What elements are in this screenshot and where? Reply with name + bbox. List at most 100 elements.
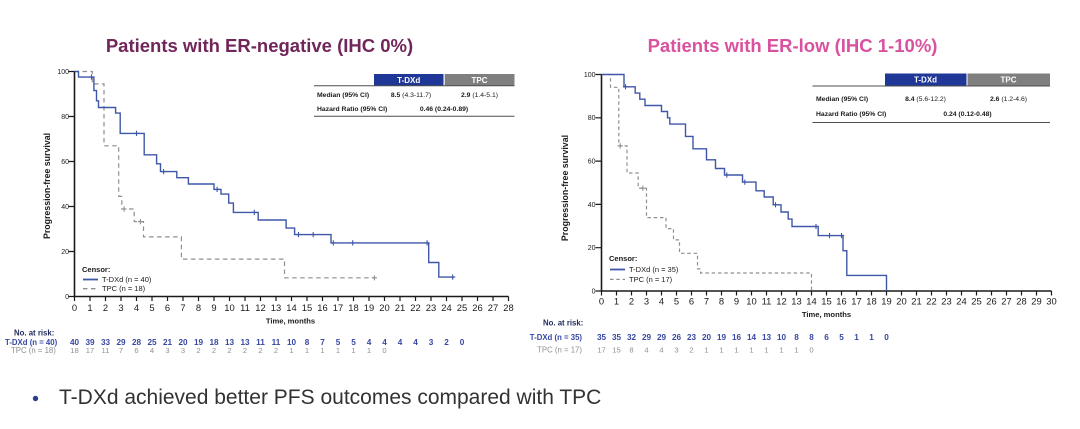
svg-text:19: 19 xyxy=(194,338,204,347)
svg-text:22: 22 xyxy=(926,296,936,307)
svg-text:1: 1 xyxy=(320,346,324,355)
svg-text:80: 80 xyxy=(588,115,596,122)
svg-text:4: 4 xyxy=(398,338,403,347)
svg-text:6: 6 xyxy=(689,296,694,307)
svg-text:6: 6 xyxy=(134,346,138,355)
svg-text:TPC: TPC xyxy=(1001,76,1017,85)
svg-text:12: 12 xyxy=(776,296,786,307)
svg-text:2: 2 xyxy=(212,346,216,355)
svg-text:11: 11 xyxy=(762,296,772,307)
svg-text:2: 2 xyxy=(227,346,231,355)
svg-text:3: 3 xyxy=(118,302,123,313)
svg-text:No. at risk:: No. at risk: xyxy=(543,319,583,328)
svg-text:3: 3 xyxy=(674,346,678,355)
svg-text:1: 1 xyxy=(779,346,783,355)
svg-text:20: 20 xyxy=(702,333,712,342)
svg-text:8: 8 xyxy=(305,338,310,347)
svg-text:23: 23 xyxy=(426,302,436,313)
svg-text:Patients with ER-negative (IHC: Patients with ER-negative (IHC 0%) xyxy=(106,35,413,56)
svg-text:Median (95% CI): Median (95% CI) xyxy=(816,96,868,103)
svg-text:8.5 (4.3-11.7): 8.5 (4.3-11.7) xyxy=(391,92,431,99)
svg-text:7: 7 xyxy=(119,346,123,355)
svg-text:20: 20 xyxy=(61,249,69,256)
svg-text:7: 7 xyxy=(180,302,185,313)
svg-text:26: 26 xyxy=(472,302,482,313)
svg-text:23: 23 xyxy=(687,333,697,342)
svg-text:29: 29 xyxy=(657,333,667,342)
svg-text:8: 8 xyxy=(794,333,799,342)
svg-text:2: 2 xyxy=(243,346,247,355)
svg-text:24: 24 xyxy=(956,296,966,307)
svg-text:29: 29 xyxy=(116,338,126,347)
svg-text:28: 28 xyxy=(1016,296,1026,307)
svg-text:100: 100 xyxy=(584,72,596,79)
svg-text:Censor:: Censor: xyxy=(609,254,637,263)
svg-text:13: 13 xyxy=(271,302,281,313)
svg-text:10: 10 xyxy=(224,302,234,313)
svg-text:2.6 (1.2-4.6): 2.6 (1.2-4.6) xyxy=(990,96,1027,103)
svg-text:35: 35 xyxy=(612,333,622,342)
svg-text:T-DXd (n = 40): T-DXd (n = 40) xyxy=(5,338,58,347)
svg-text:28: 28 xyxy=(503,302,513,313)
svg-text:4: 4 xyxy=(367,338,372,347)
svg-text:0: 0 xyxy=(65,294,69,301)
svg-text:0: 0 xyxy=(72,302,77,313)
svg-text:0: 0 xyxy=(809,346,813,355)
svg-text:20: 20 xyxy=(588,245,596,252)
svg-text:4: 4 xyxy=(150,346,154,355)
svg-text:5: 5 xyxy=(336,338,341,347)
svg-text:7: 7 xyxy=(704,296,709,307)
svg-text:2: 2 xyxy=(689,346,693,355)
svg-text:15: 15 xyxy=(612,346,620,355)
svg-text:19: 19 xyxy=(364,302,374,313)
svg-text:17: 17 xyxy=(333,302,343,313)
svg-text:18: 18 xyxy=(348,302,358,313)
svg-text:1: 1 xyxy=(367,346,371,355)
svg-text:8: 8 xyxy=(719,296,724,307)
svg-text:TPC (n = 17): TPC (n = 17) xyxy=(629,275,673,284)
svg-text:18: 18 xyxy=(70,346,78,355)
svg-text:20: 20 xyxy=(178,338,188,347)
svg-text:1: 1 xyxy=(704,346,708,355)
svg-text:13: 13 xyxy=(240,338,250,347)
svg-text:T-DXd achieved better PFS outc: T-DXd achieved better PFS outcomes compa… xyxy=(59,386,601,409)
svg-text:18: 18 xyxy=(866,296,876,307)
svg-text:10: 10 xyxy=(287,338,297,347)
svg-text:20: 20 xyxy=(379,302,389,313)
svg-text:27: 27 xyxy=(1001,296,1011,307)
svg-text:10: 10 xyxy=(777,333,787,342)
svg-text:2: 2 xyxy=(629,296,634,307)
svg-text:5: 5 xyxy=(149,302,154,313)
svg-text:17: 17 xyxy=(851,296,861,307)
svg-text:60: 60 xyxy=(61,159,69,166)
svg-text:Progression-free survival: Progression-free survival xyxy=(560,135,570,241)
svg-text:Censor:: Censor: xyxy=(82,265,110,274)
svg-text:6: 6 xyxy=(824,333,829,342)
svg-text:16: 16 xyxy=(836,296,846,307)
svg-text:80: 80 xyxy=(61,114,69,121)
svg-text:8: 8 xyxy=(629,346,633,355)
svg-text:14: 14 xyxy=(806,296,816,307)
svg-text:2.9 (1.4-5.1): 2.9 (1.4-5.1) xyxy=(461,92,498,99)
svg-text:T-DXd (n = 40): T-DXd (n = 40) xyxy=(102,275,152,284)
svg-text:4: 4 xyxy=(659,346,663,355)
svg-text:TPC (n = 18): TPC (n = 18) xyxy=(102,284,146,293)
svg-text:19: 19 xyxy=(881,296,891,307)
svg-text:16: 16 xyxy=(317,302,327,313)
svg-text:25: 25 xyxy=(147,338,157,347)
svg-text:28: 28 xyxy=(132,338,142,347)
svg-text:T-DXd (n = 35): T-DXd (n = 35) xyxy=(629,265,679,274)
svg-text:2: 2 xyxy=(103,302,108,313)
svg-text:25: 25 xyxy=(971,296,981,307)
svg-text:1: 1 xyxy=(614,296,619,307)
svg-text:1: 1 xyxy=(336,346,340,355)
svg-text:15: 15 xyxy=(302,302,312,313)
svg-text:13: 13 xyxy=(225,338,235,347)
svg-text:11: 11 xyxy=(256,338,265,347)
svg-text:3: 3 xyxy=(165,346,169,355)
svg-text:Time, months: Time, months xyxy=(266,317,315,326)
svg-text:3: 3 xyxy=(644,296,649,307)
svg-text:0.46 (0.24-0.89): 0.46 (0.24-0.89) xyxy=(420,106,468,113)
svg-text:5: 5 xyxy=(674,296,679,307)
svg-text:40: 40 xyxy=(70,338,80,347)
